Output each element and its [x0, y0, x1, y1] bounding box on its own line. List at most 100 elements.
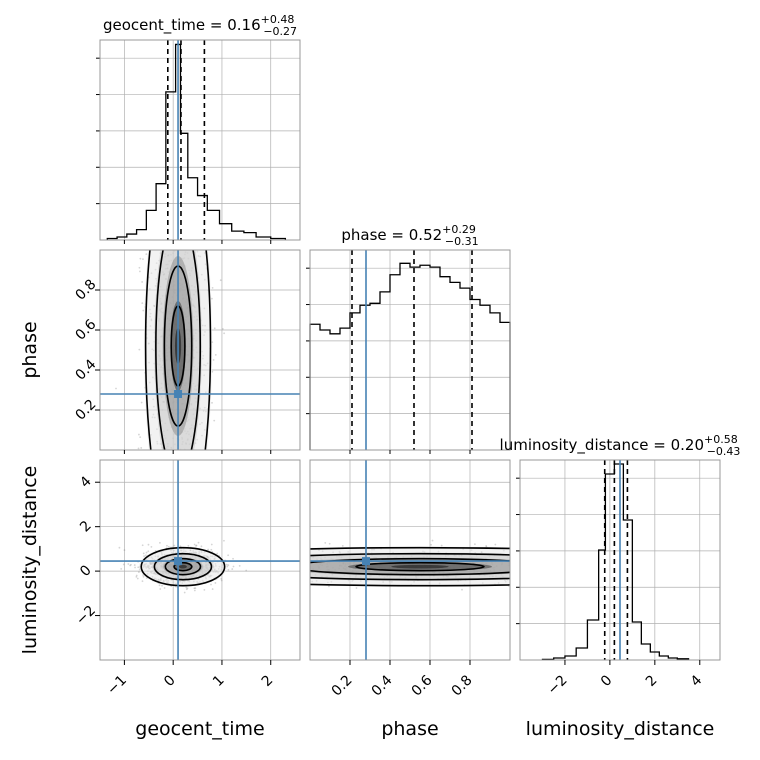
sample-point — [187, 544, 190, 547]
sample-point — [578, 563, 580, 565]
sample-point — [210, 524, 212, 526]
truth-marker — [174, 390, 183, 398]
sample-point — [244, 564, 246, 566]
sample-point — [122, 563, 125, 566]
sample-point — [154, 501, 156, 503]
panel-content — [100, 75, 300, 526]
sample-point — [199, 218, 201, 220]
sample-point — [240, 574, 242, 576]
sample-point — [145, 175, 147, 177]
sample-point — [187, 486, 189, 488]
sample-point — [161, 584, 163, 587]
sample-point — [198, 75, 200, 77]
sample-point — [184, 248, 186, 250]
sample-point — [188, 188, 190, 190]
sample-point — [515, 570, 517, 572]
sample-point — [535, 569, 537, 571]
sample-point — [561, 554, 563, 556]
sample-point — [274, 582, 276, 584]
panel-frame — [99, 459, 301, 661]
sample-point — [643, 573, 645, 575]
sample-point — [115, 387, 117, 390]
sample-point — [652, 570, 654, 572]
sample-point — [179, 462, 181, 464]
sample-point — [169, 223, 171, 225]
panel-frame — [309, 249, 511, 451]
sample-point — [655, 555, 657, 557]
sample-point — [587, 556, 589, 558]
sample-point — [571, 572, 573, 574]
sample-point — [241, 567, 243, 569]
sample-point — [182, 236, 184, 238]
sample-point — [198, 487, 200, 489]
x-tick-label-luminosity_distance: 0 — [598, 672, 616, 690]
sample-point — [129, 564, 132, 567]
sample-point — [303, 568, 305, 570]
sample-point — [543, 568, 545, 570]
sample-point — [243, 556, 245, 558]
sample-point — [167, 490, 169, 492]
sample-point — [127, 582, 129, 584]
sample-point — [281, 581, 283, 583]
sample-point — [592, 581, 594, 583]
sample-point — [180, 217, 182, 219]
sample-point — [175, 209, 177, 211]
sample-point — [255, 564, 257, 566]
sample-point — [174, 217, 176, 219]
sample-point — [307, 559, 309, 561]
sample-point — [169, 514, 171, 516]
sample-point — [202, 456, 204, 458]
sample-point — [193, 543, 196, 546]
sample-point — [543, 558, 545, 560]
sample-point — [212, 359, 215, 361]
sample-point — [158, 584, 161, 587]
density-contour — [310, 546, 510, 587]
sample-point — [244, 547, 246, 549]
title-lower-error: −0.31 — [445, 235, 479, 248]
sample-point — [142, 575, 145, 578]
sample-point — [189, 234, 191, 236]
sample-point — [147, 543, 150, 546]
sample-point — [219, 279, 222, 282]
sample-point — [184, 509, 186, 511]
sample-point — [283, 558, 285, 560]
sample-point — [516, 568, 518, 570]
sample-point — [624, 563, 626, 565]
sample-point — [661, 570, 663, 572]
sample-point — [207, 548, 210, 551]
sample-point — [659, 560, 661, 562]
sample-point — [137, 571, 140, 574]
sample-point — [525, 562, 527, 564]
sample-point — [549, 565, 551, 567]
sample-point — [163, 196, 165, 198]
sample-point — [571, 566, 573, 568]
x-axis-label-phase: phase — [381, 718, 438, 740]
sample-point — [182, 201, 184, 203]
sample-point — [251, 553, 253, 555]
sample-point — [640, 548, 642, 550]
sample-point — [523, 569, 525, 571]
sample-point — [193, 500, 195, 502]
truth-marker — [174, 557, 183, 566]
sample-point — [303, 571, 305, 573]
x-tick-label-phase: 0.8 — [449, 672, 476, 699]
sample-point — [328, 542, 331, 545]
sample-point — [223, 465, 225, 467]
sample-point — [562, 568, 564, 570]
sample-point — [118, 564, 120, 566]
sample-point — [430, 543, 432, 546]
sample-point — [183, 191, 185, 193]
sample-point — [473, 543, 476, 546]
sample-point — [183, 490, 185, 492]
sample-point — [293, 563, 295, 565]
sample-point — [720, 570, 722, 572]
sample-point — [200, 235, 202, 237]
panel-content — [100, 460, 300, 660]
sample-point — [145, 253, 148, 256]
sample-point — [290, 567, 292, 569]
histogram-step — [106, 43, 287, 240]
sample-point — [573, 562, 575, 564]
sample-point — [582, 568, 584, 570]
sample-point — [184, 480, 186, 482]
